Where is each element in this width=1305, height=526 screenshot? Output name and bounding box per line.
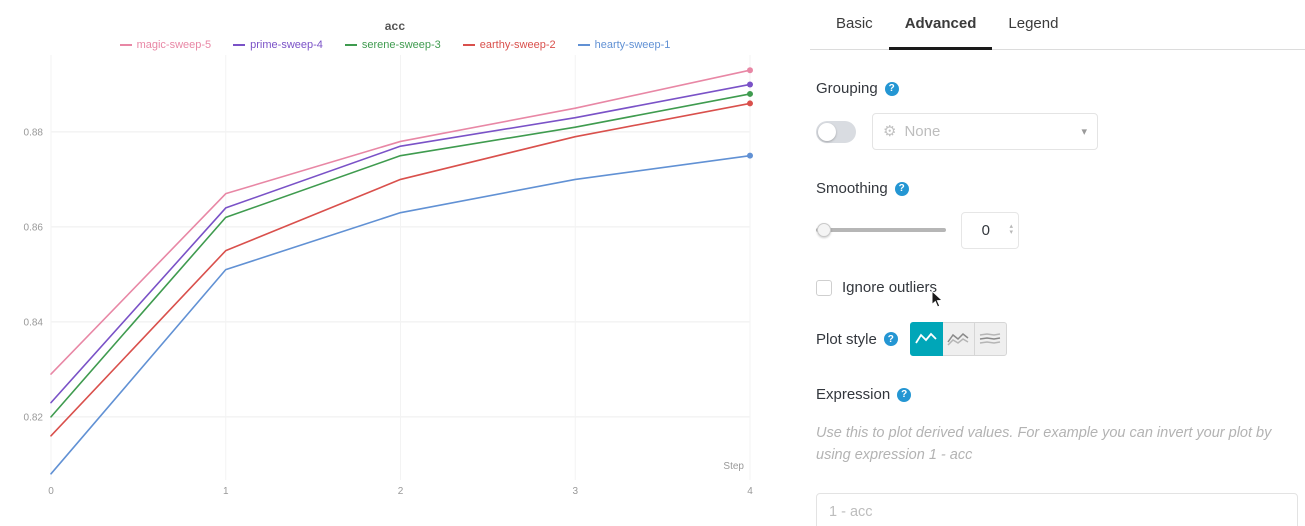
expression-input[interactable] xyxy=(816,492,1298,526)
legend-item[interactable]: magic-sweep-5 xyxy=(119,39,212,51)
legend-series-label: hearty-sweep-1 xyxy=(594,39,671,51)
slider-thumb[interactable] xyxy=(817,223,831,237)
grouping-label: Grouping xyxy=(816,80,878,97)
ignore-outliers-row[interactable]: Ignore outliers xyxy=(816,279,1295,296)
legend-color-dash xyxy=(119,44,132,46)
smoothing-label: Smoothing xyxy=(816,180,888,197)
legend-series-label: magic-sweep-5 xyxy=(136,39,212,51)
legend-item[interactable]: serene-sweep-3 xyxy=(344,39,441,51)
legend-series-label: prime-sweep-4 xyxy=(250,39,323,51)
plot-style-label: Plot style xyxy=(816,330,877,348)
tab-advanced[interactable]: Advanced xyxy=(888,0,993,50)
smoothing-slider[interactable] xyxy=(816,222,946,238)
slider-track xyxy=(816,228,946,232)
svg-text:1: 1 xyxy=(223,486,229,497)
expression-label: Expression xyxy=(816,386,891,403)
line-chart[interactable]: 0.82 0.84 0.86 0.88 0 1 2 3 4 Step xyxy=(0,0,790,510)
svg-text:Step: Step xyxy=(723,461,744,472)
settings-panel: Basic Advanced Legend Grouping ? ⚙ None … xyxy=(810,0,1305,526)
grouping-dropdown[interactable]: ⚙ None ▾ xyxy=(872,113,1098,150)
stepper-arrows-icon[interactable]: ▴ ▾ xyxy=(1009,223,1013,236)
legend-color-dash xyxy=(233,44,246,46)
legend-series-label: serene-sweep-3 xyxy=(361,39,441,51)
smoothing-help-icon[interactable]: ? xyxy=(894,181,909,196)
legend-item[interactable]: earthy-sweep-2 xyxy=(462,39,556,51)
legend-item[interactable]: hearty-sweep-1 xyxy=(577,39,671,51)
chevron-down-icon: ▾ xyxy=(1081,126,1087,138)
smoothing-value: 0 xyxy=(981,221,990,239)
plot-style-help-icon[interactable]: ? xyxy=(883,332,898,346)
svg-text:0.82: 0.82 xyxy=(24,412,44,423)
plot-style-minmax-button[interactable] xyxy=(973,322,1007,356)
ignore-outliers-label: Ignore outliers xyxy=(842,279,938,296)
ignore-outliers-checkbox[interactable] xyxy=(816,279,832,296)
legend-series-label: earthy-sweep-2 xyxy=(479,39,556,51)
svg-text:0: 0 xyxy=(48,486,54,497)
chart-panel: acc magic-sweep-5 prime-sweep-4 serene-swe… xyxy=(0,0,790,510)
svg-text:0.84: 0.84 xyxy=(24,317,44,328)
svg-text:0.88: 0.88 xyxy=(24,127,44,138)
svg-text:0.86: 0.86 xyxy=(24,222,44,233)
chart-title: acc xyxy=(384,19,406,33)
svg-text:2: 2 xyxy=(398,486,404,497)
svg-text:3: 3 xyxy=(572,486,578,497)
grouping-help-icon[interactable]: ? xyxy=(884,81,899,96)
minmax-plot-icon xyxy=(980,333,1001,344)
area-plot-icon xyxy=(947,332,969,346)
group-gear-icon: ⚙ xyxy=(883,123,897,140)
legend-color-dash xyxy=(462,44,475,46)
plot-style-area-button[interactable] xyxy=(941,322,975,356)
line-plot-icon xyxy=(915,332,937,344)
tab-legend[interactable]: Legend xyxy=(1008,15,1059,32)
chart-legend: magic-sweep-5 prime-sweep-4 serene-sweep-3… xyxy=(0,39,790,51)
grouping-value: None xyxy=(904,123,941,140)
plot-style-line-button[interactable] xyxy=(909,322,943,356)
tab-basic[interactable]: Basic xyxy=(836,15,873,32)
plot-style-button-group xyxy=(909,322,1007,356)
svg-text:4: 4 xyxy=(747,486,753,497)
legend-color-dash xyxy=(344,44,357,46)
expression-help-text: Use this to plot derived values. For exa… xyxy=(816,425,1272,463)
grouping-toggle[interactable] xyxy=(816,120,856,143)
legend-color-dash xyxy=(577,44,590,46)
tab-bar: Basic Advanced Legend xyxy=(810,0,1305,50)
toggle-knob xyxy=(818,122,836,141)
expression-help-icon[interactable]: ? xyxy=(897,387,912,402)
smoothing-number-input[interactable]: 0 ▴ ▾ xyxy=(961,211,1019,249)
legend-item[interactable]: prime-sweep-4 xyxy=(233,39,323,51)
